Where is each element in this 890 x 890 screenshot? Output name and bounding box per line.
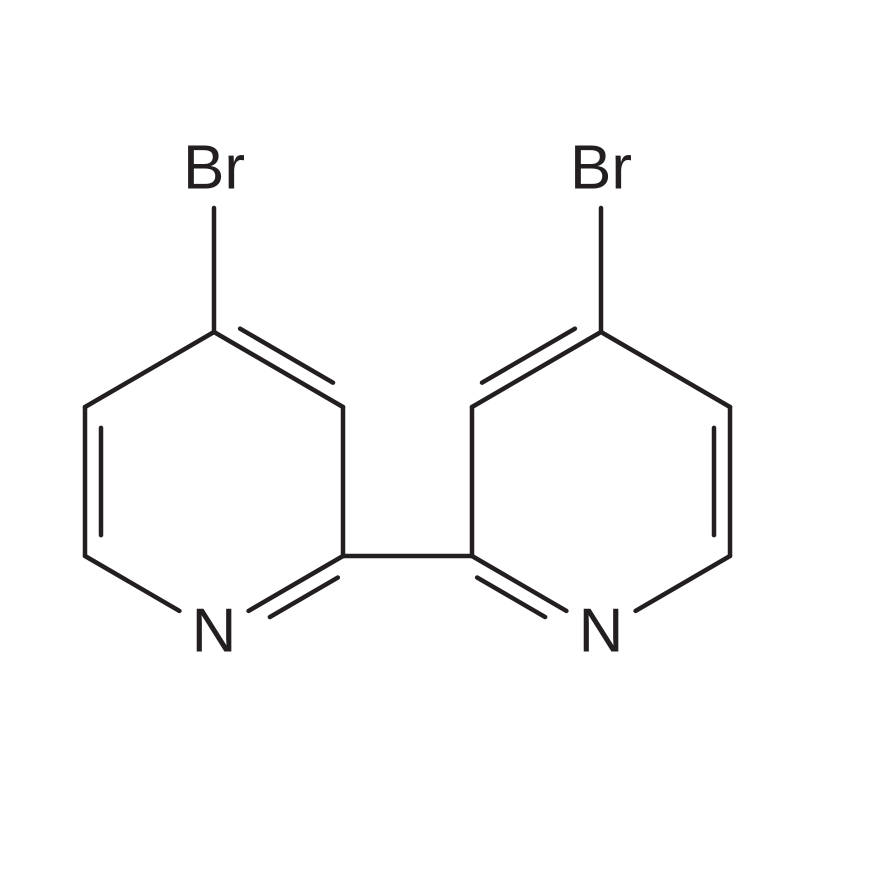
bond [85,332,214,407]
bond [85,556,179,611]
bond [270,578,338,618]
molecule-diagram: Br N Br N [0,0,890,890]
bond [214,332,343,407]
atom-label-br: Br [570,134,632,203]
bond [472,332,601,407]
bond [636,556,730,611]
atom-label-n: N [579,597,624,666]
atom-label-n: N [192,597,237,666]
bond [601,332,730,407]
atom-label-br: Br [183,134,245,203]
bond [477,578,545,618]
